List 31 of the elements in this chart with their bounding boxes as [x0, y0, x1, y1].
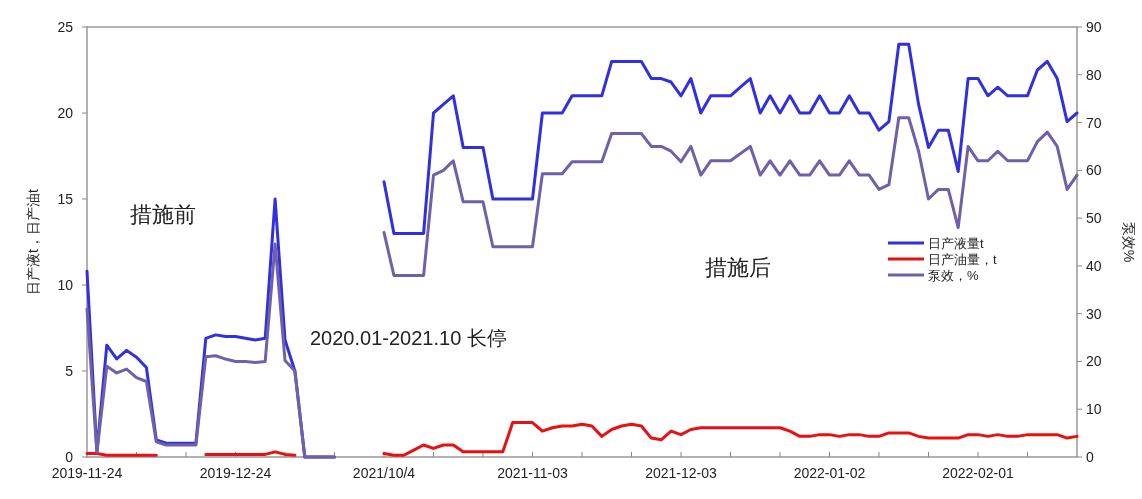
y-tick-label: 25 — [57, 19, 74, 35]
x-tick-label: 2021-11-03 — [497, 465, 568, 481]
y2-tick-label: 10 — [1086, 401, 1102, 418]
y2-tick-label: 40 — [1086, 257, 1102, 274]
x-tick-label: 2019-11-24 — [51, 465, 123, 481]
annotation: 措施后 — [705, 255, 771, 280]
y2-tick-label: 50 — [1086, 210, 1102, 227]
y2-tick-label: 0 — [1086, 449, 1094, 465]
y2-tick-label: 70 — [1086, 114, 1102, 131]
y2-tick-label: 20 — [1086, 353, 1102, 370]
x-tick-label: 2021/10/4 — [352, 465, 416, 481]
annotation: 措施前 — [130, 202, 196, 227]
legend-label: 日产液量t — [928, 236, 984, 251]
y-tick-label: 15 — [57, 191, 74, 207]
y-tick-label: 10 — [57, 277, 74, 293]
x-tick-label: 2019-12-24 — [199, 465, 272, 481]
y2-tick-label: 30 — [1086, 305, 1102, 322]
x-tick-label: 2022-01-02 — [793, 465, 866, 481]
y2-tick-label: 90 — [1086, 19, 1102, 35]
y2-tick-label: 60 — [1086, 162, 1102, 179]
x-tick-label: 2022-02-01 — [942, 465, 1015, 481]
y-axis-title: 日产液t，日产油t — [25, 189, 41, 295]
y-tick-label: 20 — [57, 105, 74, 121]
legend-label: 日产油量，t — [928, 252, 997, 267]
y2-axis-title: 泵效% — [1121, 221, 1137, 263]
legend-label: 泵效，% — [928, 268, 979, 283]
x-tick-label: 2021-12-03 — [645, 465, 718, 481]
y2-tick-label: 80 — [1086, 66, 1102, 83]
y-tick-label: 5 — [65, 363, 74, 379]
annotation: 2020.01-2021.10 长停 — [310, 327, 507, 349]
y-tick-label: 0 — [65, 449, 74, 465]
